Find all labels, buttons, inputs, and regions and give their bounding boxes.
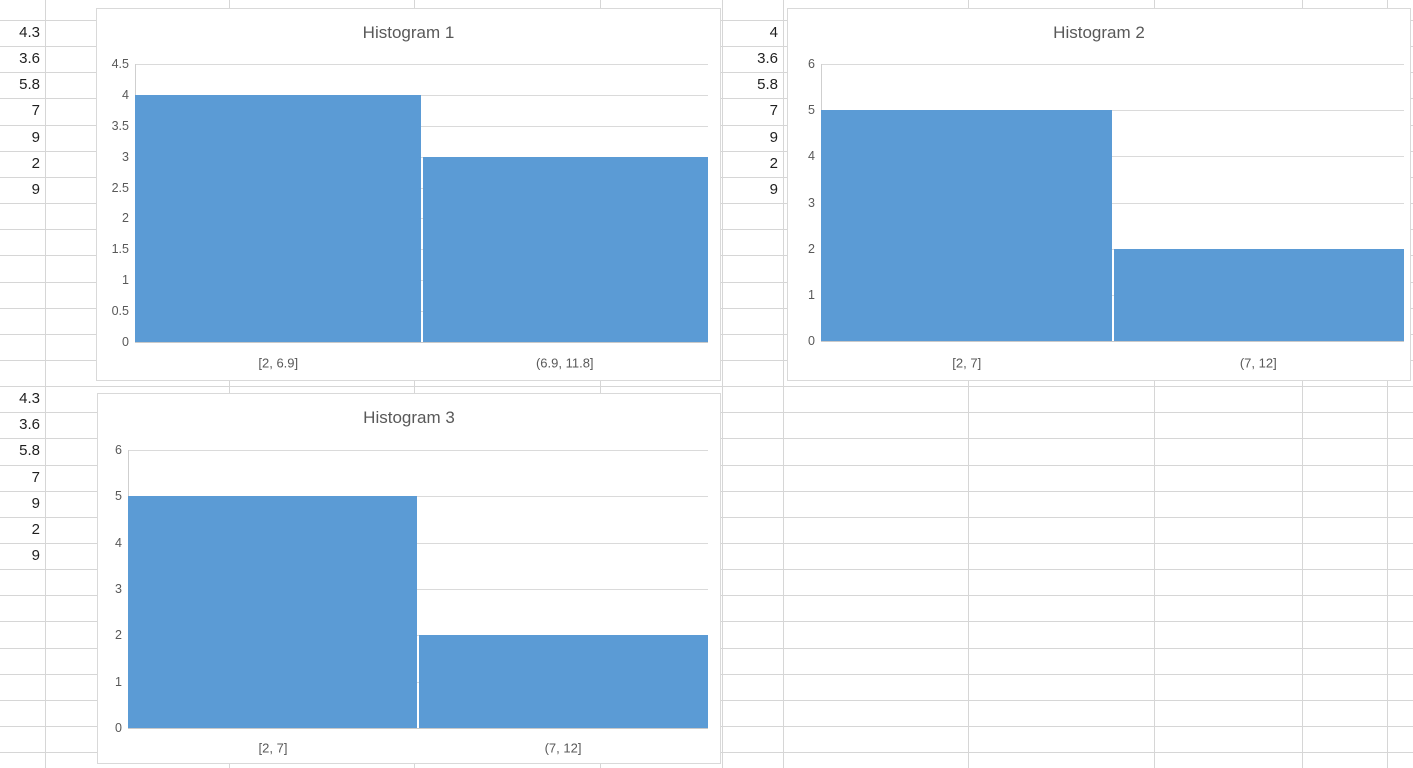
cell[interactable]: 4 (769, 24, 778, 41)
x-axis-line (128, 728, 708, 729)
plot-gridline (821, 110, 1404, 112)
gridline-vertical (722, 0, 723, 768)
plot-gridline (128, 450, 708, 451)
histogram-bar[interactable] (419, 635, 708, 728)
y-axis-tick-label: 3 (808, 195, 815, 210)
plot-gridline (821, 156, 1404, 158)
y-axis-tick-label: 1 (115, 674, 122, 689)
histogram-bar[interactable] (128, 496, 417, 728)
y-axis-tick-label: 3 (115, 582, 122, 596)
cell[interactable]: 5.8 (19, 442, 40, 460)
cell[interactable]: 3.6 (757, 50, 778, 68)
cell[interactable]: 9 (769, 180, 778, 198)
y-axis-tick-label: 1.5 (111, 242, 129, 257)
y-axis-tick-label: 4 (808, 149, 815, 164)
x-axis-line (135, 342, 708, 343)
cell[interactable]: 9 (769, 128, 778, 146)
cell[interactable]: 9 (31, 547, 40, 564)
plot-gridline (128, 589, 708, 590)
cell[interactable]: 7 (31, 102, 40, 120)
y-axis-tick-label: 5 (808, 103, 815, 118)
plot-gridline (135, 94, 708, 96)
y-axis-tick-label: 0.5 (111, 304, 129, 319)
plot-gridline (135, 280, 708, 282)
x-axis-line (821, 341, 1404, 342)
y-axis-tick-label: 4 (115, 535, 122, 550)
y-axis-tick-label: 2 (808, 241, 815, 256)
gridline-horizontal (0, 386, 1413, 388)
chart-title: Histogram 1 (362, 23, 455, 42)
cell[interactable]: 7 (31, 468, 40, 486)
gridline-vertical (414, 0, 415, 768)
gridline-vertical (1154, 0, 1155, 768)
x-axis-category-label: [2, 7] (258, 740, 288, 756)
x-axis-category-label: (7, 12] (1239, 355, 1277, 371)
x-axis-category-label: (6.9, 11.8] (535, 355, 594, 371)
cell[interactable]: 3.6 (19, 50, 40, 68)
plot-gridline (135, 311, 708, 313)
plot-gridline (821, 248, 1404, 250)
y-axis-tick-label: 6 (808, 57, 815, 71)
plot-gridline (135, 249, 708, 251)
plot-gridline (128, 542, 708, 544)
cell[interactable]: 9 (31, 494, 40, 512)
y-axis-tick-label: 3 (122, 149, 129, 164)
plot-gridline (135, 156, 708, 158)
cell[interactable]: 2 (31, 154, 40, 172)
cell[interactable]: 2 (31, 520, 40, 538)
plot-gridline (135, 64, 708, 65)
histogram-bar[interactable] (821, 110, 1112, 341)
y-axis-tick-label: 6 (115, 443, 122, 457)
histogram-bar[interactable] (422, 156, 708, 342)
cell[interactable]: 2 (769, 154, 778, 172)
y-axis-tick-label: 1 (808, 287, 815, 302)
plot-gridline (135, 218, 708, 220)
plot-gridline (135, 187, 708, 189)
cell[interactable]: 4.3 (19, 24, 40, 41)
plot-gridline (128, 496, 708, 498)
y-axis-tick-label: 5 (115, 489, 122, 504)
chart-histogram-1[interactable]: Histogram 1 4.5 4 3.5 3 2.5 2 1.5 1 0.5 0 [2, 6.9] (… (96, 8, 721, 381)
plot-gridline (128, 635, 708, 637)
y-axis-tick-label: 2 (115, 628, 122, 643)
cell[interactable]: 9 (31, 180, 40, 198)
y-axis-tick-label: 4 (122, 87, 129, 102)
chart-title: Histogram 2 (1053, 23, 1145, 42)
cell[interactable]: 9 (31, 128, 40, 146)
chart-histogram-2[interactable]: Histogram 2 6 5 4 3 2 1 0 [2, 7] (7, 12] (787, 8, 1411, 381)
cell[interactable]: 5.8 (19, 76, 40, 94)
cell[interactable]: 3.6 (19, 416, 40, 434)
gridline-vertical (600, 0, 601, 768)
plot-gridline (128, 681, 708, 683)
gridline-vertical (1302, 0, 1303, 768)
y-axis-tick-label: 3.5 (111, 118, 129, 133)
x-axis-category-label: (7, 12] (544, 740, 582, 756)
y-axis-tick-label: 4.5 (111, 57, 129, 71)
y-axis-tick-label: 0 (808, 334, 815, 348)
chart-title: Histogram 3 (363, 408, 455, 427)
plot-gridline (821, 64, 1404, 65)
gridline-vertical (45, 0, 46, 768)
gridline-vertical (968, 0, 969, 768)
cell[interactable]: 7 (769, 102, 778, 120)
gridline-vertical (1387, 0, 1388, 768)
histogram-bar[interactable] (135, 94, 421, 342)
gridline-vertical (229, 0, 230, 768)
plot-gridline (821, 202, 1404, 204)
cell[interactable]: 5.8 (757, 76, 778, 94)
y-axis-tick-label: 1 (122, 273, 129, 288)
cell[interactable]: 4.3 (19, 390, 40, 408)
y-axis-tick-label: 0 (122, 335, 129, 349)
plot-gridline (821, 294, 1404, 296)
plot-gridline (135, 125, 708, 127)
histogram-bar[interactable] (1113, 248, 1404, 341)
gridline-vertical (783, 0, 784, 768)
x-axis-category-label: [2, 6.9] (258, 355, 299, 371)
y-axis-tick-label: 2 (122, 211, 129, 226)
y-axis-tick-label: 2.5 (111, 180, 129, 195)
chart-histogram-3[interactable]: Histogram 3 6 5 4 3 2 1 0 [2, 7] (7, 12] (97, 393, 721, 764)
x-axis-category-label: [2, 7] (952, 355, 982, 371)
y-axis-tick-label: 0 (115, 721, 122, 735)
